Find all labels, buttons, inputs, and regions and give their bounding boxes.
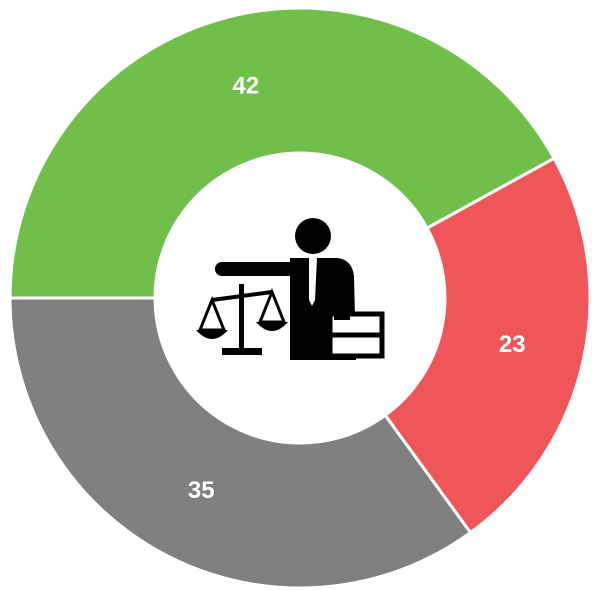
donut-segment [8, 296, 473, 590]
value-label: 23 [499, 331, 526, 358]
value-label: 35 [188, 477, 215, 504]
lawyer-icon [196, 218, 385, 360]
donut-segment [8, 6, 557, 300]
value-label: 42 [233, 73, 260, 100]
donut-segment [383, 156, 592, 535]
segments [8, 6, 592, 590]
